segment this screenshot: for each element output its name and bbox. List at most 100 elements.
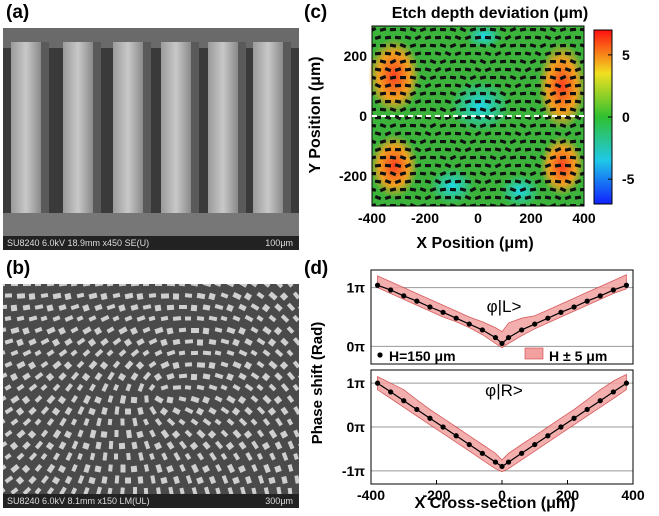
pillar-mark: [414, 179, 422, 184]
pillar-top: [16, 383, 25, 392]
pillar: [208, 42, 238, 220]
pillar-mark: [549, 26, 557, 33]
pillar-mark: [544, 83, 552, 88]
pillar-top: [148, 293, 157, 298]
data-point: [505, 334, 512, 341]
pillar-top: [293, 453, 299, 460]
pillar-top: [214, 350, 222, 356]
pillar-mark: [374, 82, 382, 89]
pillar-top: [166, 327, 174, 335]
pillar-mark: [474, 83, 482, 88]
pillar: [113, 42, 143, 220]
pillar-mark: [509, 43, 517, 48]
pillar-mark: [474, 35, 482, 40]
pillar-top: [22, 417, 32, 427]
pillar-mark: [459, 26, 467, 33]
pillar-top: [57, 464, 67, 474]
pillar-mark: [539, 42, 547, 49]
pillar-top: [226, 395, 236, 404]
pillar-mark: [509, 91, 517, 96]
pillar-mark: [429, 43, 437, 48]
pillar-mark: [539, 59, 547, 64]
pillar-top: [95, 441, 102, 450]
pillar-mark: [409, 107, 417, 112]
pillar-mark: [395, 212, 401, 216]
pillar-mark: [554, 35, 562, 41]
pillar-mark: [384, 130, 392, 137]
pillar-top: [250, 395, 259, 403]
pillar-top: [15, 476, 25, 485]
pillar-mark: [499, 155, 507, 161]
pillar-top: [46, 326, 56, 335]
pillar-mark: [455, 211, 462, 216]
pillar-mark: [469, 27, 477, 32]
pillar-top: [10, 487, 19, 495]
pillar-mark: [459, 43, 467, 48]
pillar-top: [292, 291, 299, 300]
pillar-mark: [374, 179, 382, 184]
panel-label-a: (a): [6, 2, 30, 23]
pillar-mark: [574, 99, 582, 104]
pillar-mark: [485, 212, 491, 216]
pillar-top: [40, 292, 49, 299]
data-point: [610, 287, 616, 293]
pillar-top: [136, 430, 144, 439]
pillar-top: [208, 407, 217, 415]
pillar-mark: [445, 211, 452, 215]
pillar-top: [261, 372, 271, 382]
pillar-mark: [539, 154, 547, 161]
pillar-top: [184, 406, 194, 415]
pillar-top: [124, 360, 134, 370]
pillar-top: [238, 372, 247, 381]
pillar-top: [34, 395, 43, 403]
pillar-mark: [549, 171, 557, 176]
pillar-top: [82, 326, 92, 335]
pillar-mark: [459, 138, 467, 145]
pillar-top: [154, 395, 164, 404]
pillar-top: [251, 487, 257, 495]
pillar-mark: [574, 178, 582, 185]
pillar-top: [93, 326, 103, 336]
pillar-top: [287, 464, 294, 472]
pillar-top: [10, 418, 19, 426]
pillar-top: [16, 315, 25, 322]
pillar-top: [298, 442, 299, 450]
pillar-mark: [529, 27, 537, 32]
pillar-top: [256, 315, 264, 322]
pillar-top: [274, 465, 282, 473]
pillar-mark: [444, 83, 452, 88]
data-point: [374, 282, 381, 288]
pillar-mark: [519, 43, 527, 48]
pillar-mark: [509, 107, 517, 112]
pillar-top: [16, 452, 25, 461]
pillar-mark: [434, 131, 442, 137]
pillar-mark: [524, 163, 532, 168]
pillar-mark: [449, 75, 457, 80]
plot-frame: [370, 269, 634, 365]
pillar-top: [89, 383, 96, 392]
pillar-top: [83, 418, 90, 426]
pillar-top: [28, 338, 37, 346]
pillar-top: [101, 476, 108, 484]
legend-swatch: [524, 347, 544, 360]
pillar-mark: [439, 106, 447, 113]
pillar-mark: [564, 147, 572, 152]
tolerance-band: [377, 373, 627, 473]
pillar-mark: [514, 163, 522, 168]
pillar-top: [202, 396, 210, 404]
pillar-mark: [424, 131, 432, 137]
pillar-top: [4, 475, 14, 484]
panel-label-d: (d): [304, 258, 329, 279]
pillar-top: [58, 284, 68, 287]
pillar-top: [82, 442, 90, 450]
pillar-mark: [489, 155, 497, 161]
pillar-top: [250, 372, 260, 380]
pillar-pattern: [372, 26, 584, 216]
pillar-mark: [454, 195, 462, 200]
pillar-top: [142, 284, 150, 287]
pillar-mark: [489, 59, 497, 64]
pillar-mark: [579, 75, 584, 80]
pillar-top: [59, 486, 67, 496]
pillar-mark: [545, 211, 552, 216]
pillar-top: [220, 384, 228, 391]
